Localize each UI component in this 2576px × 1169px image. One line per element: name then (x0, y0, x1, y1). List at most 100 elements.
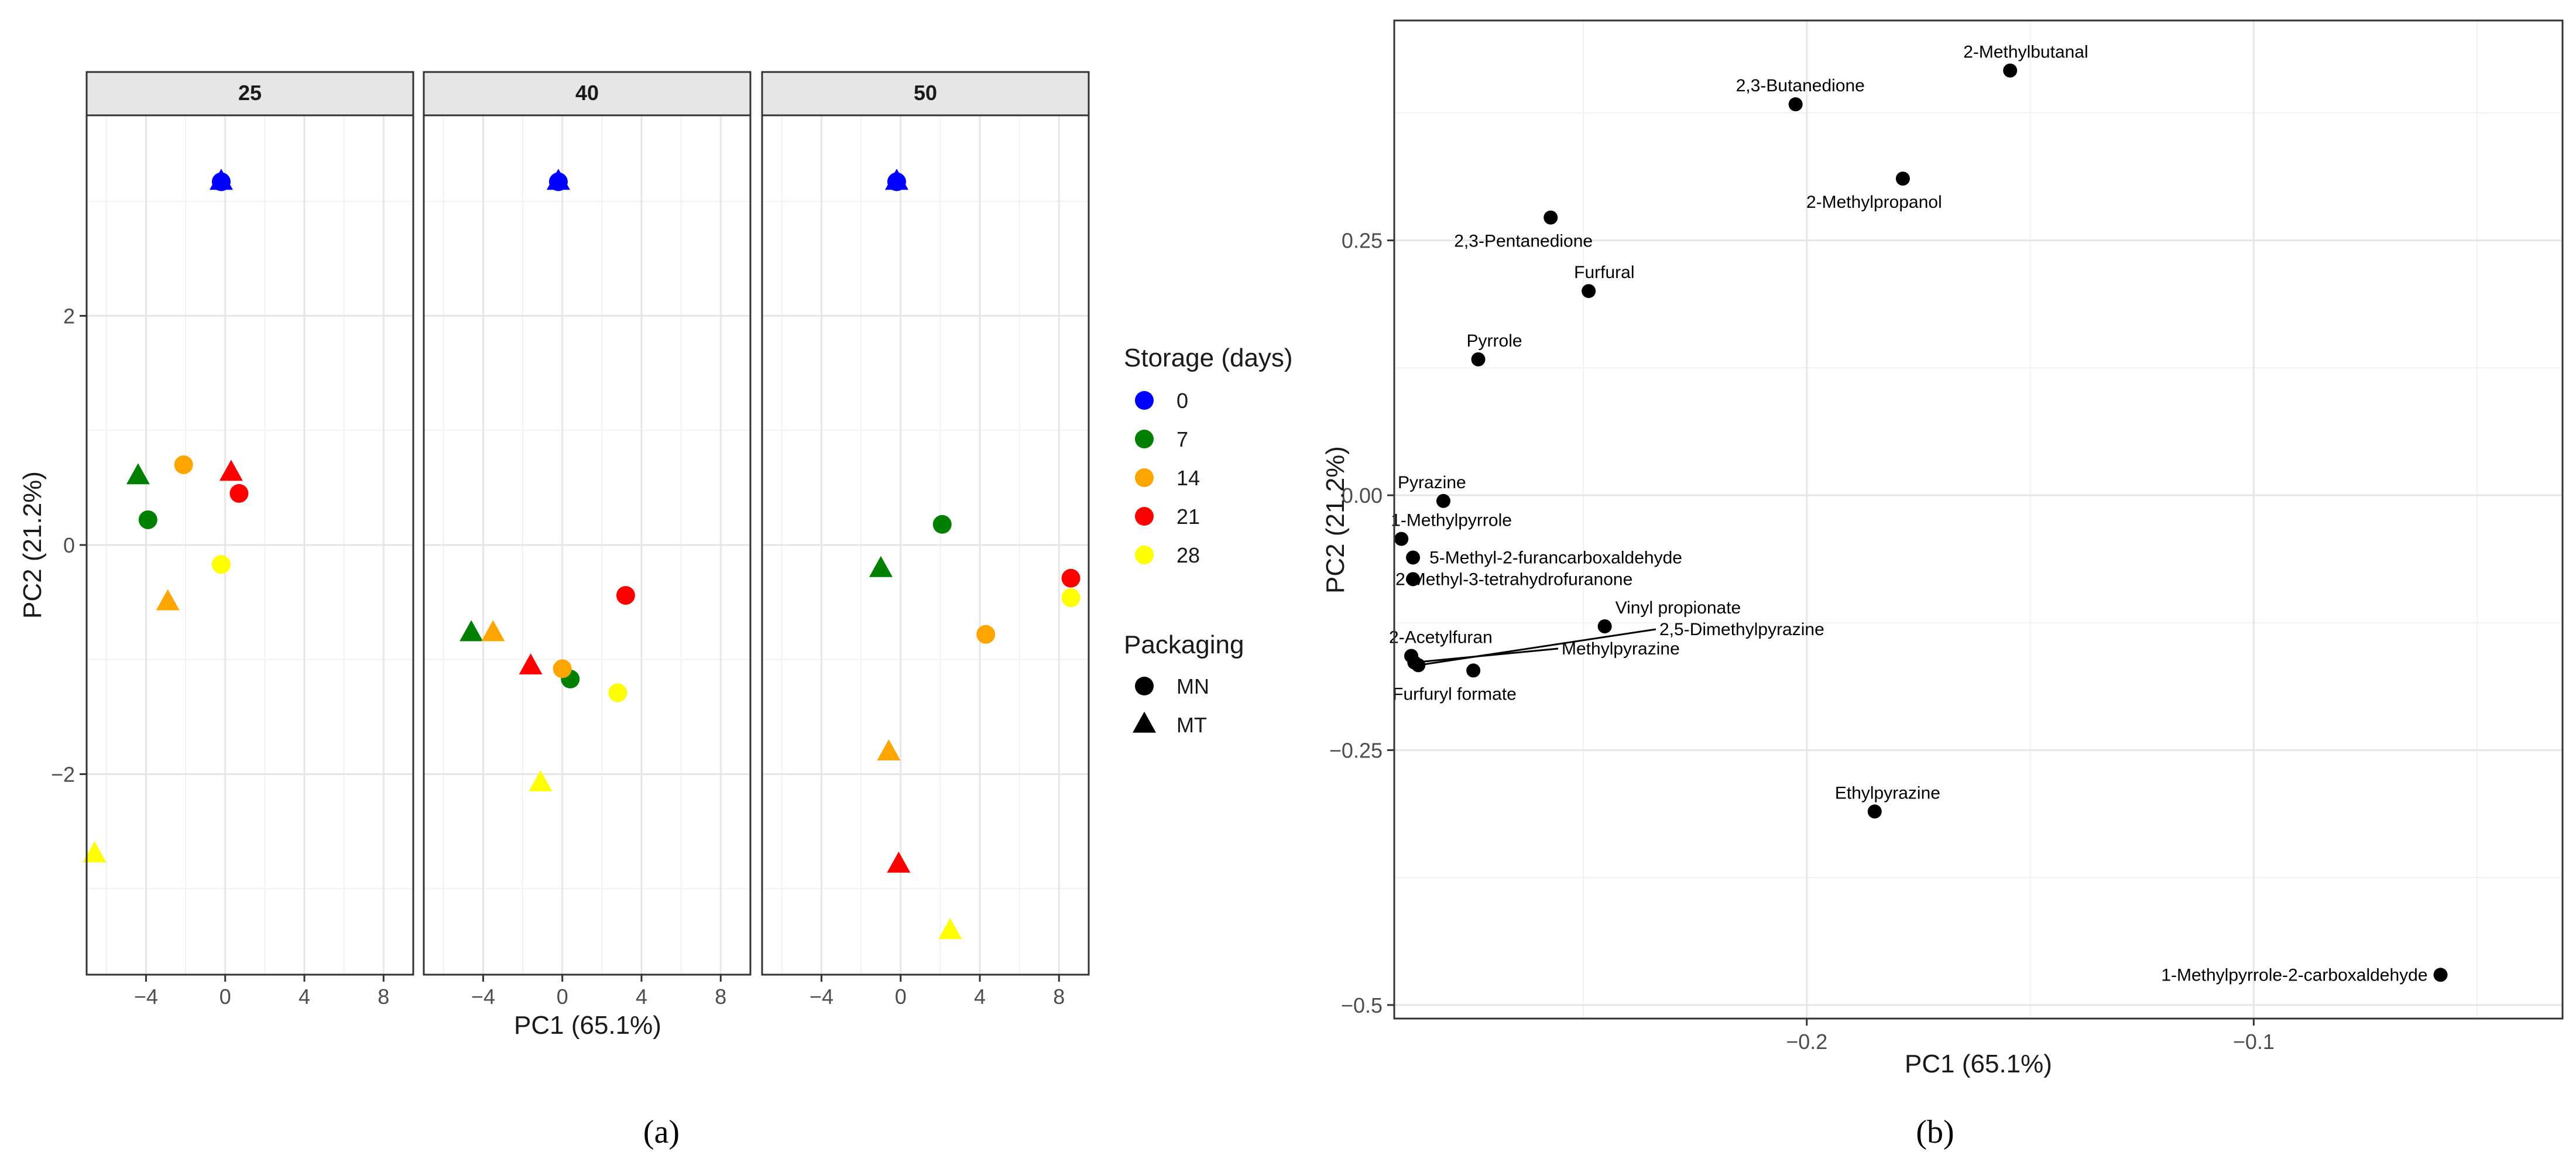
panel-b: 2-Methylbutanal 2,3-Butanedione 2-Methylpr… (1321, 19, 2564, 1150)
legend-packaging-entries: MN MT (1133, 674, 1209, 737)
loading-label: Pyrrole (1467, 331, 1522, 351)
loading-point (1788, 97, 1803, 112)
legend-storage-title: Storage (days) (1124, 344, 1293, 372)
loading-point (2003, 63, 2018, 78)
facet-x-ticks: −4 0 4 8 (134, 975, 389, 1009)
data-point-mt-day-21 (887, 851, 911, 873)
facet-grid (424, 115, 750, 975)
panel-a: 25 −4 0 4 8 40 −4 0 4 8 50 −4 0 4 8 −202 PC1 (65 (18, 71, 1090, 1150)
data-point-mn-day-7 (138, 510, 157, 529)
label-leader-line (1414, 647, 1559, 664)
legend-label-day-7: 7 (1176, 427, 1188, 451)
legend-label-day-14: 14 (1176, 466, 1200, 490)
loading-point (1466, 663, 1481, 678)
x-tick-label: 4 (974, 985, 986, 1009)
legend-swatch-mn (1135, 677, 1154, 695)
loading-label: Furfuryl formate (1392, 684, 1517, 704)
data-point-mn-day-7 (932, 515, 952, 534)
facet-grid (87, 115, 413, 975)
loading-point (2433, 968, 2448, 982)
data-point-mn-day-21 (229, 484, 249, 503)
legend-label-mn: MN (1176, 674, 1209, 698)
panel-a-y-axis-title: PC2 (21.2%) (18, 471, 47, 619)
x-tick-label: 4 (299, 985, 310, 1009)
facet-40: 40 −4 0 4 8 (423, 71, 752, 1009)
loading-point (1582, 284, 1596, 299)
legend-swatch-mt (1133, 711, 1156, 733)
facet-points (459, 169, 635, 791)
loading-point (1406, 550, 1421, 565)
y-tick-label: 0.25 (1342, 229, 1383, 253)
data-point-mn-day-21 (616, 586, 635, 605)
legend-label-mt: MT (1176, 713, 1207, 737)
x-tick-label: 0 (219, 985, 231, 1009)
facet-50: 50 −4 0 4 8 (761, 71, 1090, 1009)
loading-label: 2,5-Dimethylpyrazine (1659, 620, 1824, 639)
legend-packaging-title: Packaging (1124, 630, 1244, 659)
x-tick-label: 4 (636, 985, 647, 1009)
facet-grid (762, 115, 1089, 975)
facet-strip (761, 71, 1090, 116)
loading-label: 1-Methylpyrrole (1391, 511, 1512, 530)
loading-point (1543, 210, 1558, 225)
loading-label: 2,3-Butanedione (1736, 76, 1865, 95)
legend-label-day-21: 21 (1176, 505, 1200, 529)
legend: Storage (days) 0 7 14 21 28 Packaging MN MT (1124, 344, 1293, 737)
x-tick-label: 8 (715, 985, 726, 1009)
legend-swatch-day-0 (1135, 391, 1154, 410)
data-point-mt-day-14 (156, 589, 180, 611)
loading-label: 2-Methylbutanal (1963, 43, 2088, 62)
data-point-mt-day-7 (869, 556, 893, 577)
legend-swatch-day-14 (1135, 468, 1154, 487)
loading-label: Furfural (1574, 263, 1634, 282)
data-point-mt-day-14 (481, 620, 505, 642)
data-point-mt-day-7 (126, 463, 150, 485)
y-tick-label: −2 (51, 762, 75, 786)
facet-strip-label: 50 (914, 81, 937, 105)
panel-a-caption: (a) (643, 1114, 680, 1150)
loading-point (1394, 532, 1409, 546)
x-tick-label: −4 (471, 985, 495, 1009)
loading-label: 5-Methyl-2-furancarboxaldehyde (1429, 548, 1682, 567)
legend-swatch-day-21 (1135, 507, 1154, 526)
facet-strip (85, 71, 414, 116)
data-point-mn-day-28 (608, 683, 627, 702)
x-tick-label: −0.1 (2233, 1030, 2275, 1054)
loading-label: Methylpyrazine (1562, 639, 1680, 659)
loading-point (1407, 655, 1422, 670)
panel-b-x-axis-title: PC1 (65.1%) (1905, 1050, 2052, 1078)
facet-strip-label: 25 (238, 81, 262, 105)
loading-point (1406, 572, 1421, 587)
data-point-mn-day-0 (887, 172, 906, 191)
data-point-mn-day-0 (548, 172, 568, 191)
facet-points (869, 169, 1081, 940)
data-point-mn-day-28 (1061, 588, 1081, 608)
data-point-mn-day-0 (211, 172, 231, 191)
data-point-mn-day-14 (976, 625, 996, 644)
legend-storage-entries: 0 7 14 21 28 (1135, 389, 1200, 567)
legend-label-day-0: 0 (1176, 389, 1188, 413)
data-point-mt-day-28 (938, 918, 962, 940)
facet-x-ticks: −4 0 4 8 (809, 975, 1065, 1009)
x-tick-label: −4 (134, 985, 158, 1009)
panel-a-y-ticks: −2 0 2 (51, 304, 87, 786)
loading-label: 2-Methyl-3-tetrahydrofuranone (1395, 570, 1632, 589)
loading-label: 2-Acetylfuran (1389, 628, 1493, 647)
loading-point (1895, 172, 1910, 186)
x-tick-label: 8 (378, 985, 389, 1009)
panel-b-caption: (b) (1916, 1114, 1954, 1150)
data-point-mt-day-21 (219, 460, 243, 481)
loading-label: Pyrazine (1398, 473, 1466, 492)
facet-strip-label: 40 (575, 81, 599, 105)
panel-a-x-axis-title: PC1 (65.1%) (514, 1011, 661, 1040)
panel-b-y-axis-title: PC2 (21.2%) (1321, 446, 1350, 594)
data-point-mn-day-21 (1061, 568, 1081, 588)
loading-label: 2-Methylpropanol (1806, 193, 1942, 212)
y-tick-label: −0.5 (1341, 993, 1383, 1017)
loading-label: 2,3-Pentanedione (1454, 232, 1593, 251)
legend-swatch-day-28 (1135, 546, 1154, 564)
loading-point (1436, 493, 1450, 508)
data-point-mt-day-28 (529, 770, 553, 791)
facet-points (83, 169, 249, 863)
